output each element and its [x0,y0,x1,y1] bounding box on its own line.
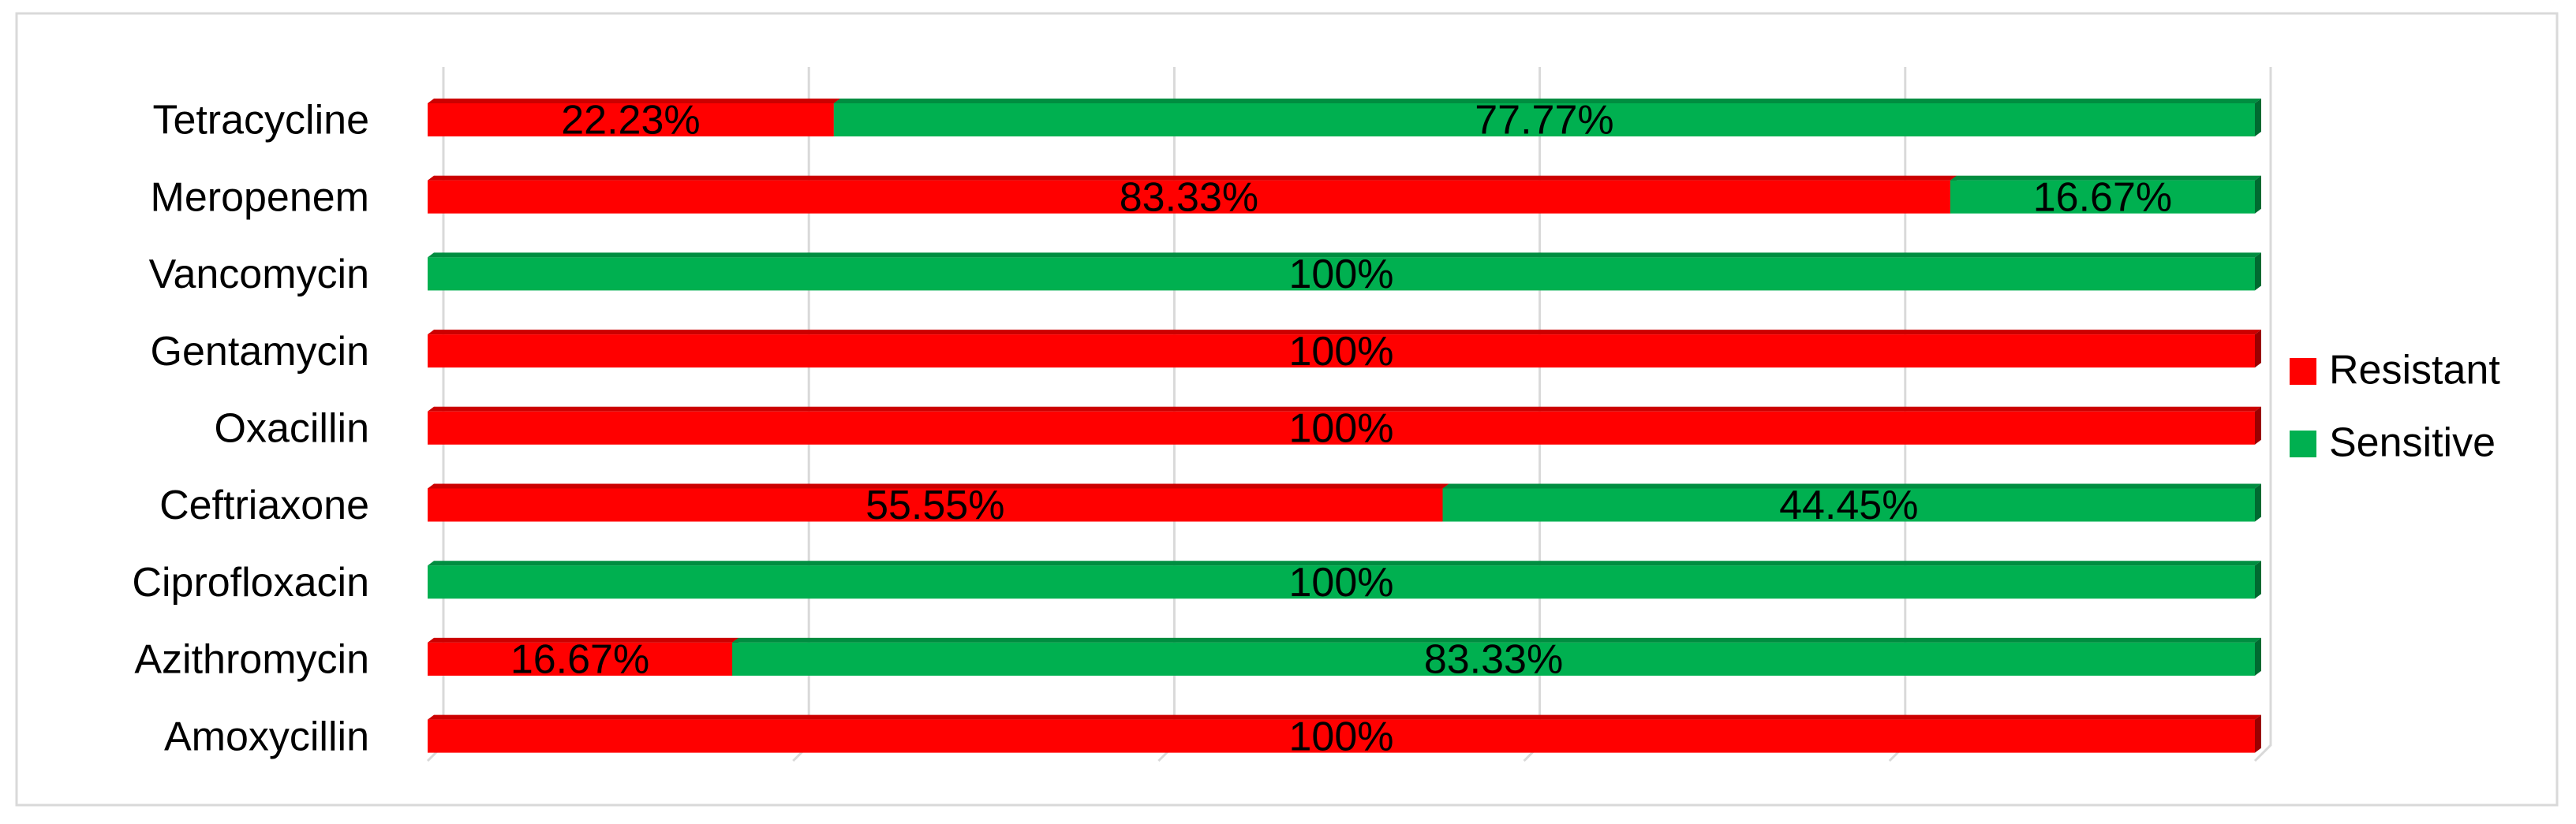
bar [732,642,2256,676]
bar [428,411,2255,445]
data-label: 44.45% [1779,483,1918,528]
bar-top [428,330,2261,335]
bar [428,334,2255,368]
bar-top [428,175,1957,181]
bar [1950,180,2255,214]
bar [428,257,2255,291]
bar [428,642,733,676]
legend-swatch [2290,358,2316,385]
y-tick-label: Tetracycline [152,98,369,144]
bar [428,103,834,136]
bar-top [833,99,2261,103]
y-tick-label: Gentamycin [151,329,369,375]
bar-top [428,714,2261,720]
bar [428,719,2255,753]
y-tick-label: Vancomycin [149,252,369,297]
bar-side [2255,99,2261,136]
bar-side [2255,637,2261,676]
bar-side [2255,483,2261,522]
bar-side [2255,252,2261,291]
bar [428,488,1443,522]
data-label: 16.67% [2033,174,2172,220]
bar-top [428,99,840,103]
data-label: 22.23% [561,98,700,144]
bar-top [428,637,739,643]
bar-top [428,252,2261,258]
y-tick-label: Meropenem [151,174,369,220]
grid-line [2253,67,2272,762]
data-label: 100% [1289,252,1394,297]
legend-label: Resistant [2329,348,2500,393]
data-label: 55.55% [866,483,1004,528]
bar-side [2255,330,2261,368]
bar-side [2255,561,2261,599]
bar [428,565,2255,599]
data-label: 100% [1289,714,1394,759]
bar-top [428,561,2261,566]
bar [428,180,1950,214]
y-tick-label: Azithromycin [134,637,369,683]
data-label: 83.33% [1424,637,1563,683]
y-tick-label: Ciprofloxacin [132,560,369,606]
y-tick-label: Amoxycillin [164,714,369,759]
bar [1442,488,2255,522]
data-label: 16.67% [510,637,649,683]
bar-top [732,637,2262,643]
bar-top [1442,483,2261,489]
bar-side [2255,714,2261,753]
legend-label: Sensitive [2329,420,2496,466]
y-tick-label: Ceftriaxone [159,483,369,528]
data-label: 100% [1289,406,1394,452]
bar [833,103,2255,136]
bar-side [2255,406,2261,445]
y-tick-label: Oxacillin [215,406,370,452]
data-label: 100% [1289,329,1394,375]
data-label: 77.77% [1475,98,1613,144]
data-label: 83.33% [1120,174,1258,220]
bar-top [428,406,2261,412]
data-label: 100% [1289,560,1394,606]
bar-top [1950,175,2261,181]
bar-top [428,483,1449,489]
bar-side [2255,175,2261,214]
legend-swatch [2290,431,2316,457]
